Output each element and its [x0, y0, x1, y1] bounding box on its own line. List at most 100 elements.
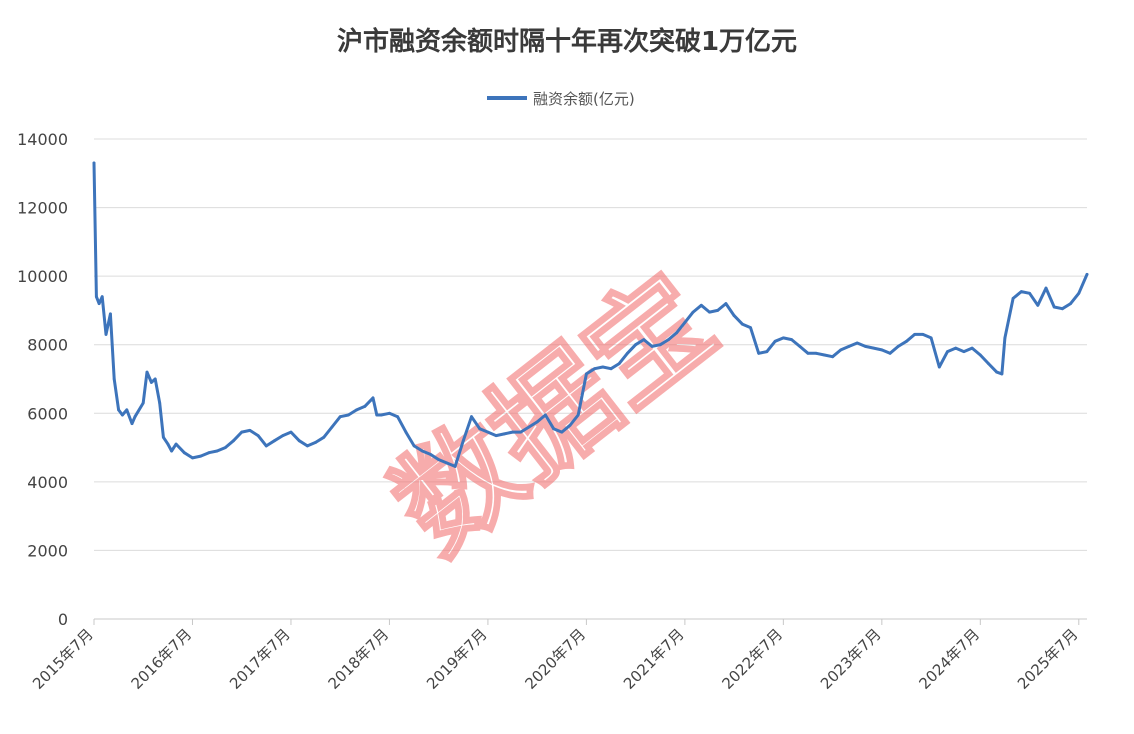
watermark: 数据宝: [369, 248, 741, 582]
data-point: [281, 434, 285, 437]
data-point: [864, 345, 867, 348]
data-point: [104, 333, 108, 336]
data-point: [388, 411, 391, 415]
data-point: [453, 465, 457, 468]
data-point: [166, 442, 170, 446]
data-point: [112, 377, 116, 381]
data-point: [699, 303, 703, 307]
data-point: [601, 365, 605, 369]
data-point: [223, 446, 227, 449]
data-point: [978, 353, 982, 357]
data-point: [97, 302, 101, 305]
data-point: [215, 449, 219, 453]
data-point: [371, 396, 375, 400]
y-tick-label: 0: [58, 610, 68, 629]
data-point: [141, 401, 145, 405]
data-point: [478, 427, 482, 431]
data-point: [905, 339, 908, 343]
data-point: [872, 346, 875, 350]
data-point: [732, 314, 736, 317]
data-point: [724, 302, 728, 305]
data-point: [338, 415, 342, 419]
chart-title: 沪市融资余额时隔十年再次突破1万亿元: [337, 26, 797, 57]
data-point: [133, 415, 137, 419]
data-point: [109, 312, 112, 316]
data-point: [987, 362, 990, 365]
data-point: [831, 355, 834, 359]
data-point: [322, 435, 326, 439]
data-point: [445, 461, 449, 465]
data-point: [191, 456, 194, 460]
data-point: [1061, 307, 1064, 311]
data-point: [248, 429, 252, 432]
y-tick-label: 6000: [27, 404, 68, 423]
data-point: [396, 415, 399, 419]
data-point: [429, 453, 432, 456]
data-point: [182, 451, 186, 455]
data-point: [552, 427, 555, 431]
data-point: [609, 367, 613, 371]
data-point: [749, 326, 752, 329]
data-point: [658, 343, 662, 347]
data-point: [121, 413, 124, 417]
legend-label: 融资余额(亿元): [533, 90, 635, 108]
data-point: [519, 430, 523, 434]
data-point: [314, 441, 317, 444]
data-point: [355, 408, 358, 412]
data-point: [92, 161, 96, 165]
data-point: [880, 348, 884, 352]
data-point: [273, 439, 276, 443]
data-point: [691, 310, 695, 314]
x-tick-label: 2017年7月: [226, 625, 294, 693]
data-point: [1000, 372, 1004, 376]
data-point: [667, 338, 670, 341]
data-point: [486, 430, 490, 434]
data-point: [946, 350, 949, 353]
data-point: [954, 346, 958, 350]
data-point: [544, 413, 547, 417]
data-point: [1028, 291, 1031, 295]
data-point: [716, 309, 720, 312]
x-tick-label: 2020年7月: [522, 625, 590, 693]
data-point: [502, 432, 506, 436]
grid-lines: [94, 138, 1087, 620]
y-tick-label: 14000: [17, 130, 68, 149]
data-point: [1044, 286, 1048, 290]
data-point: [798, 345, 802, 348]
data-point: [363, 405, 367, 408]
data-point: [535, 420, 539, 424]
y-axis-ticks: 0 2000 4000 6000 8000 10000 12000 14000: [17, 130, 68, 629]
x-tick-label: 2021年7月: [620, 625, 688, 693]
data-point: [297, 439, 301, 443]
data-point: [617, 362, 621, 365]
data-point: [782, 336, 785, 340]
data-point: [158, 401, 162, 405]
y-tick-label: 2000: [27, 541, 68, 560]
watermark-text: 数据宝: [370, 249, 739, 580]
data-point: [1003, 336, 1007, 340]
data-point: [470, 415, 473, 419]
x-tick-label: 2019年7月: [423, 625, 491, 693]
data-point: [145, 370, 149, 374]
x-tick-label: 2025年7月: [1014, 625, 1082, 693]
data-point: [855, 341, 859, 345]
data-point: [527, 425, 531, 429]
data-point: [207, 451, 211, 455]
data-point: [232, 439, 235, 443]
x-tick-label: 2023年7月: [817, 625, 885, 693]
data-point: [412, 444, 416, 448]
data-point: [153, 377, 157, 381]
data-point: [896, 345, 900, 348]
legend[interactable]: 融资余额(亿元): [487, 90, 635, 108]
data-point: [757, 351, 761, 355]
y-tick-label: 12000: [17, 199, 68, 218]
data-point: [773, 339, 777, 343]
data-point: [125, 408, 129, 412]
y-tick-label: 8000: [27, 336, 68, 355]
data-point: [347, 413, 350, 417]
data-point: [847, 345, 851, 348]
data-point: [929, 336, 933, 340]
data-point: [806, 351, 810, 355]
